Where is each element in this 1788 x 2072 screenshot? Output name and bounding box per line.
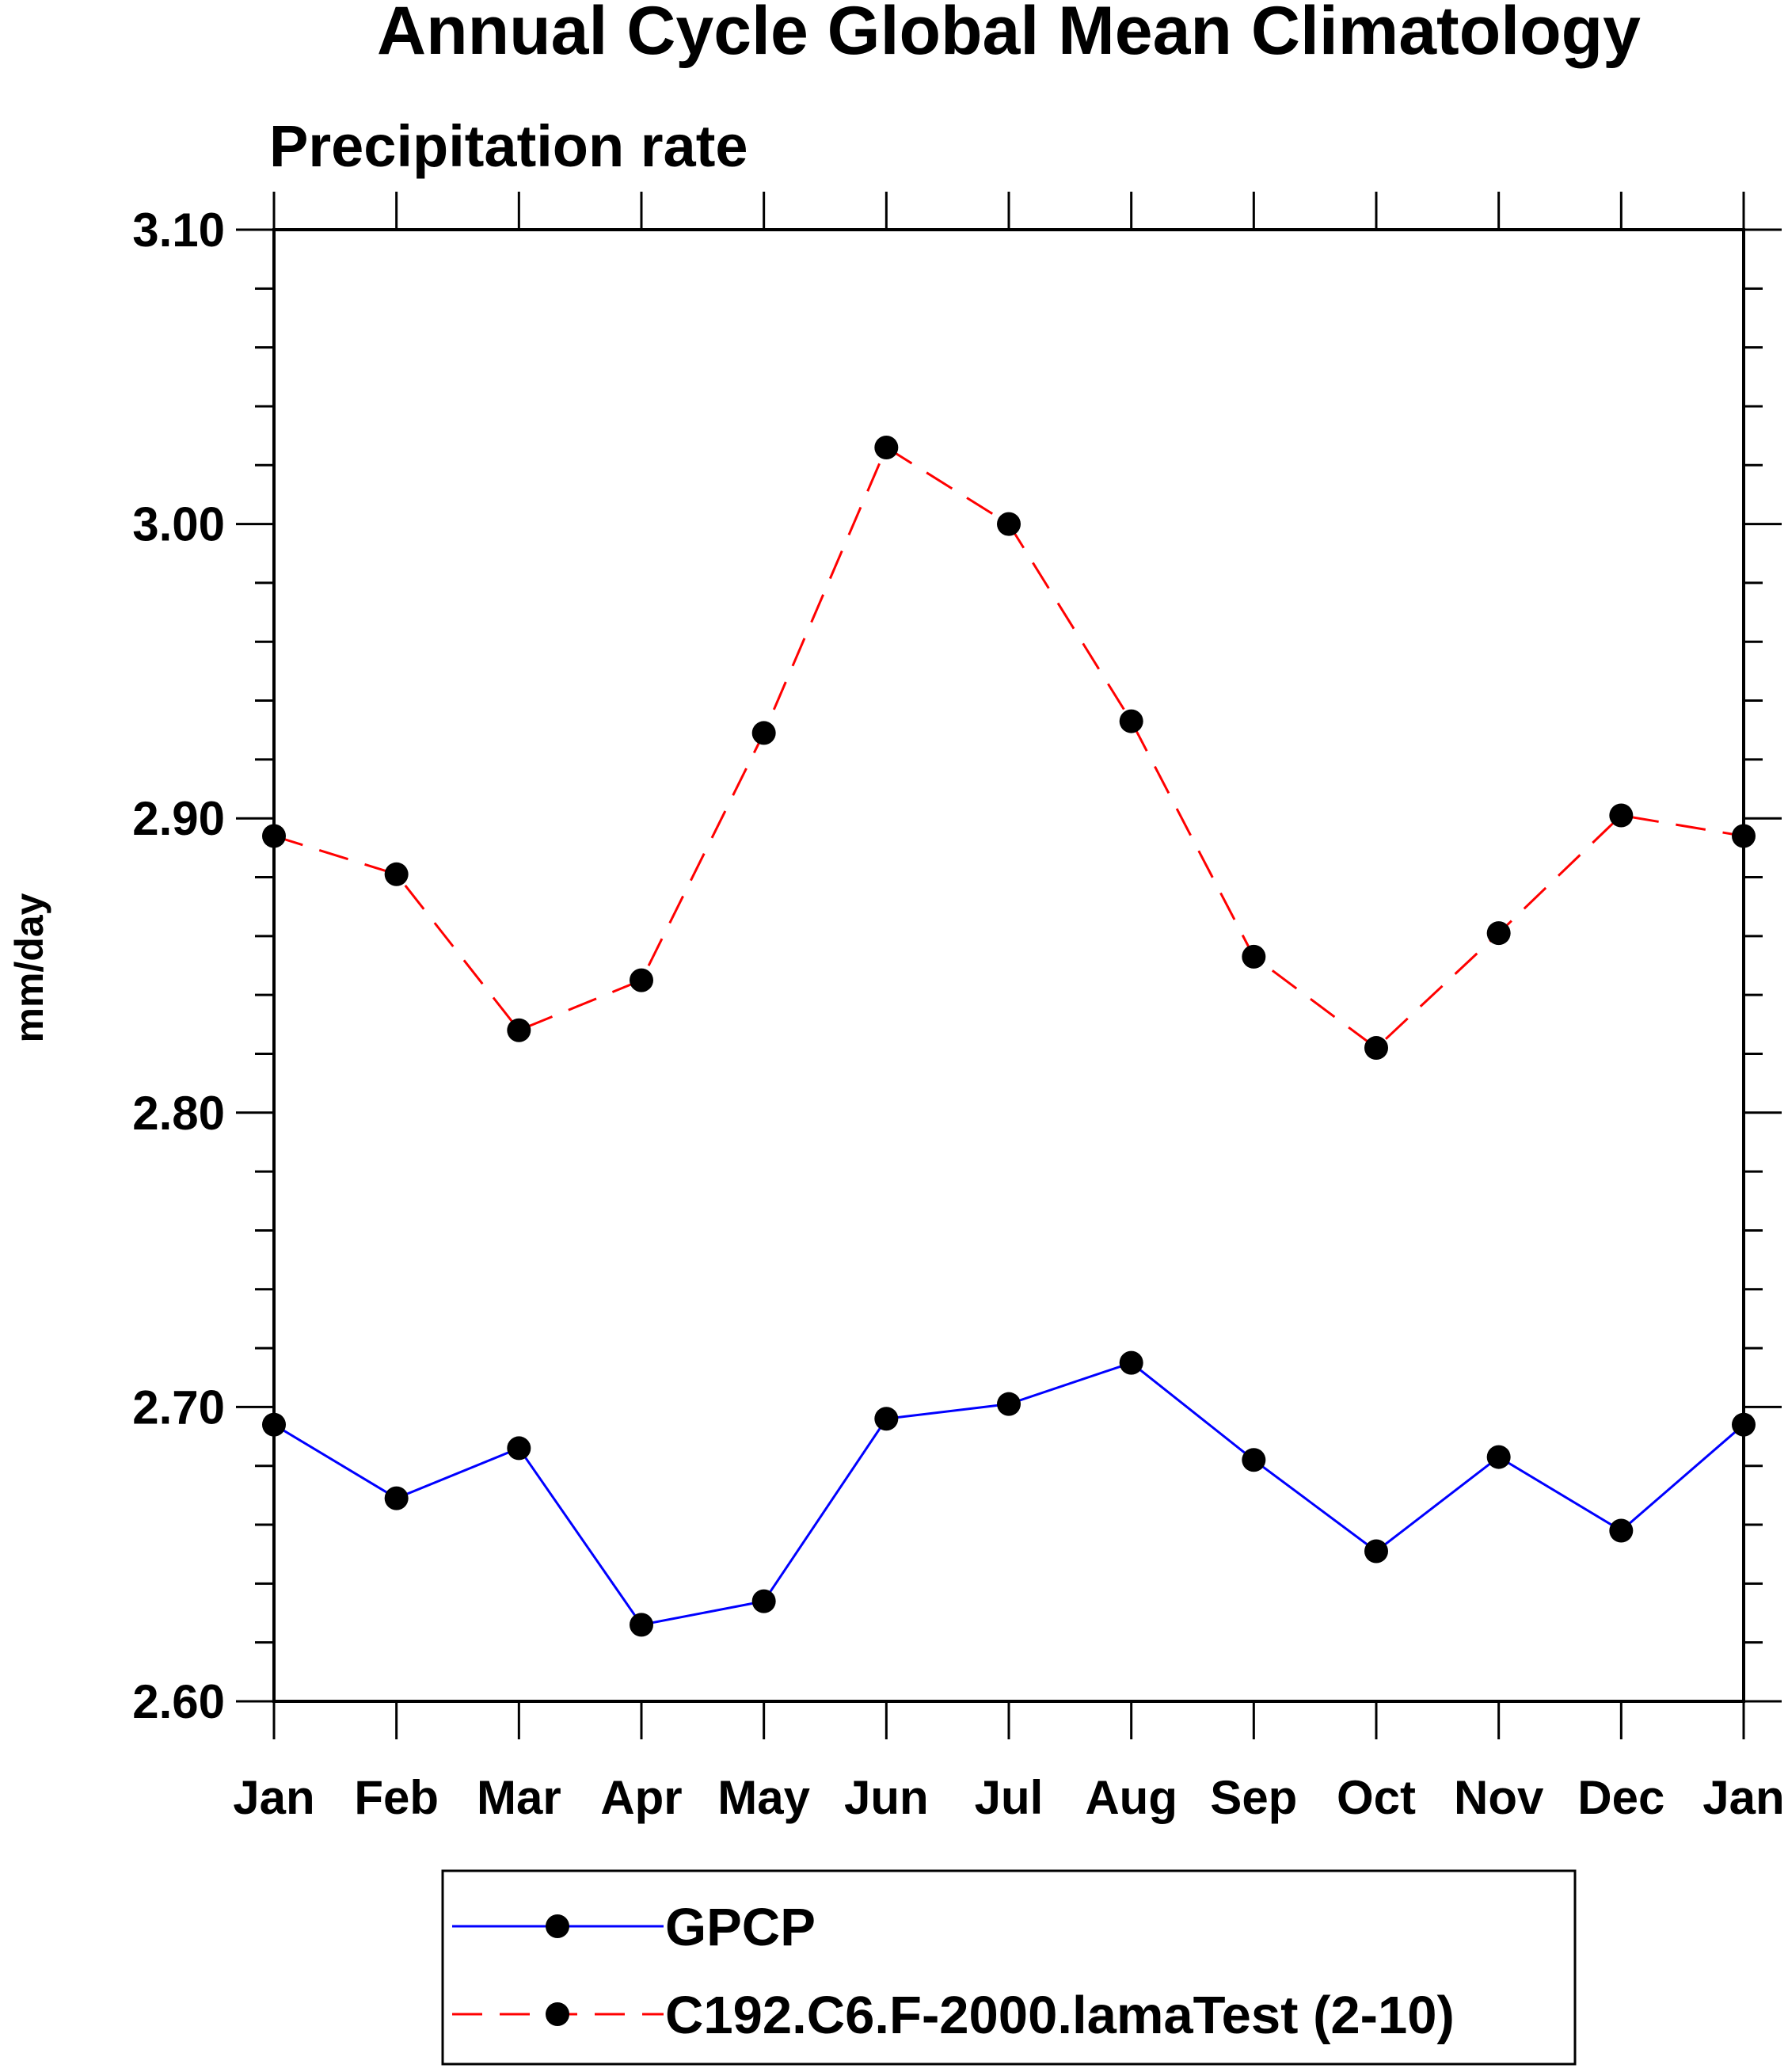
series-0-point — [997, 1392, 1021, 1416]
series-0-point — [1119, 1350, 1143, 1375]
series-1-point — [262, 824, 286, 848]
legend-label: GPCP — [665, 1898, 816, 1957]
y-tick-label: 3.10 — [132, 204, 225, 257]
series-0-point — [384, 1486, 409, 1510]
x-tick-label: Aug — [1085, 1771, 1177, 1824]
x-tick-label: Oct — [1337, 1771, 1416, 1824]
y-tick-label: 2.70 — [132, 1381, 225, 1434]
x-tick-label: Apr — [600, 1771, 682, 1824]
y-tick-label: 3.00 — [132, 498, 225, 551]
legend-swatch-marker — [546, 1914, 569, 1938]
y-tick-label: 2.90 — [132, 792, 225, 845]
y-axis: 2.60 2.70 2.80 2.90 3.00 3.10 — [132, 204, 1782, 1728]
series-1-point — [997, 512, 1021, 536]
series-0-point — [1732, 1412, 1756, 1437]
chart-title: Annual Cycle Global Mean Climatology — [377, 0, 1641, 69]
x-tick-label: Mar — [477, 1771, 561, 1824]
series-0-point — [1486, 1445, 1511, 1469]
series-1-point — [1486, 921, 1511, 946]
legend-label: C192.C6.F-2000.lamaTest (2-10) — [665, 1986, 1455, 2045]
x-tick-label: Jan — [1702, 1771, 1784, 1824]
series-1-point — [507, 1018, 531, 1042]
plot-frame — [272, 228, 1745, 1703]
legend-swatch-marker — [546, 2002, 569, 2026]
series-0-point — [1609, 1518, 1634, 1543]
series-0-point — [751, 1589, 776, 1613]
series-0-point — [630, 1613, 653, 1637]
plot-area — [262, 435, 1756, 1637]
series-1-point — [1242, 944, 1266, 969]
series-1-point — [874, 435, 899, 459]
series-0-point — [507, 1436, 531, 1461]
x-tick-label: Feb — [354, 1771, 439, 1824]
x-tick-label: Sep — [1210, 1771, 1297, 1824]
x-tick-label: Nov — [1454, 1771, 1544, 1824]
series-0-point — [262, 1412, 286, 1437]
x-tick-label: May — [717, 1771, 810, 1824]
chart-subtitle: Precipitation rate — [269, 113, 748, 179]
y-tick-label: 2.80 — [132, 1087, 225, 1140]
y-tick-label: 2.60 — [132, 1675, 225, 1728]
legend-box — [441, 1869, 1577, 2066]
series-1-point — [1364, 1036, 1388, 1061]
series-0-point — [1364, 1539, 1388, 1564]
series-0-point — [1242, 1448, 1266, 1472]
series-1-point — [1119, 709, 1143, 733]
series-0-point — [874, 1407, 899, 1431]
x-tick-label: Jan — [233, 1771, 314, 1824]
y-axis-label: mm/day — [7, 893, 51, 1042]
series-1-point — [1609, 803, 1634, 828]
series-1-point — [1732, 824, 1756, 848]
x-axis: Jan Feb Mar Apr May Jun Jul Aug Sep Oct Nov Dec Jan — [233, 192, 1785, 1824]
x-tick-label: Dec — [1577, 1771, 1664, 1824]
series-1-point — [751, 721, 776, 745]
x-tick-label: Jun — [844, 1771, 929, 1824]
x-tick-label: Jul — [975, 1771, 1044, 1824]
series-1-point — [384, 862, 409, 886]
series-1-point — [630, 968, 653, 992]
legend: GPCP C192.C6.F-2000.lamaTest (2-10) — [441, 1869, 1577, 2066]
series-line-1 — [273, 445, 1744, 1050]
